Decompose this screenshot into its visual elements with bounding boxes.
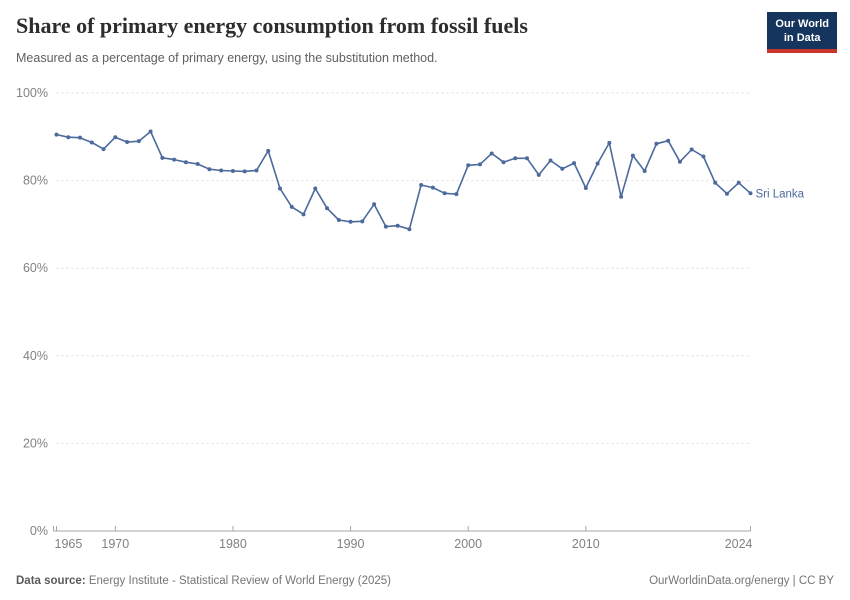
- data-point-1971[interactable]: [125, 140, 130, 145]
- data-point-1980[interactable]: [230, 168, 235, 173]
- x-tick-label-1965: 1965: [55, 537, 83, 551]
- data-point-1991[interactable]: [360, 219, 365, 224]
- owid-logo: Our World in Data: [767, 12, 837, 53]
- owid-logo-line2: in Data: [783, 32, 821, 45]
- owid-link[interactable]: OurWorldinData.org/energy | CC BY: [649, 575, 834, 587]
- y-tick-label-40: 40%: [23, 349, 48, 363]
- y-tick-label-80: 80%: [23, 174, 48, 188]
- data-point-1986[interactable]: [301, 212, 306, 217]
- y-tick-label-0: 0%: [30, 524, 48, 538]
- data-point-2014[interactable]: [630, 153, 635, 158]
- data-point-1974[interactable]: [160, 155, 165, 160]
- chart-subtitle: Measured as a percentage of primary ener…: [16, 51, 438, 65]
- data-point-2010[interactable]: [583, 186, 588, 191]
- data-point-2019[interactable]: [689, 147, 694, 152]
- x-tick-label-1970: 1970: [101, 537, 129, 551]
- data-point-2004[interactable]: [513, 156, 518, 161]
- data-point-1994[interactable]: [395, 223, 400, 228]
- data-point-1999[interactable]: [454, 192, 459, 197]
- data-point-1985[interactable]: [289, 204, 294, 209]
- data-source-note: Data source: Energy Institute - Statisti…: [16, 575, 391, 587]
- y-tick-label-60: 60%: [23, 261, 48, 275]
- data-point-1979[interactable]: [219, 168, 224, 173]
- data-point-1988[interactable]: [325, 206, 330, 211]
- data-point-1969[interactable]: [101, 147, 106, 152]
- data-point-1987[interactable]: [313, 186, 318, 191]
- data-source-text: Energy Institute - Statistical Review of…: [85, 575, 391, 587]
- data-point-1977[interactable]: [195, 161, 200, 166]
- data-point-2017[interactable]: [666, 138, 671, 143]
- data-point-1983[interactable]: [266, 148, 271, 153]
- data-point-2003[interactable]: [501, 160, 506, 165]
- data-point-1982[interactable]: [254, 168, 259, 173]
- data-point-1967[interactable]: [78, 135, 83, 140]
- x-tick-label-2010: 2010: [572, 537, 600, 551]
- data-point-2006[interactable]: [536, 172, 541, 177]
- series-label-sri-lanka[interactable]: Sri Lanka: [756, 188, 805, 200]
- data-point-2005[interactable]: [525, 156, 530, 161]
- x-tick-label-2000: 2000: [454, 537, 482, 551]
- data-point-1993[interactable]: [383, 224, 388, 229]
- data-point-1984[interactable]: [277, 186, 282, 191]
- data-point-2015[interactable]: [642, 168, 647, 173]
- data-point-1998[interactable]: [442, 191, 447, 196]
- data-point-1978[interactable]: [207, 167, 212, 172]
- data-point-1965[interactable]: [54, 132, 59, 137]
- owid-logo-line1: Our World: [775, 18, 829, 30]
- data-point-1989[interactable]: [336, 218, 341, 223]
- y-tick-label-100: 100%: [16, 86, 48, 100]
- data-point-1970[interactable]: [113, 135, 118, 140]
- data-point-1990[interactable]: [348, 219, 353, 224]
- data-point-2013[interactable]: [619, 194, 624, 199]
- data-point-2002[interactable]: [489, 151, 494, 156]
- data-point-1981[interactable]: [242, 169, 247, 174]
- data-point-2021[interactable]: [713, 180, 718, 185]
- data-point-1966[interactable]: [66, 135, 71, 140]
- data-point-1973[interactable]: [148, 129, 153, 134]
- data-point-1968[interactable]: [89, 140, 94, 145]
- data-point-1976[interactable]: [183, 160, 188, 165]
- data-point-1995[interactable]: [407, 227, 412, 232]
- data-point-2012[interactable]: [607, 140, 612, 145]
- data-point-2007[interactable]: [548, 158, 553, 163]
- data-point-2009[interactable]: [572, 161, 577, 166]
- data-point-2020[interactable]: [701, 154, 706, 159]
- x-tick-label-2024: 2024: [725, 537, 753, 551]
- data-point-2024[interactable]: [748, 191, 753, 196]
- y-tick-label-20: 20%: [23, 436, 48, 450]
- data-point-1992[interactable]: [372, 202, 377, 207]
- data-point-2022[interactable]: [724, 191, 729, 196]
- data-point-1997[interactable]: [430, 185, 435, 190]
- x-tick-label-1990: 1990: [337, 537, 365, 551]
- data-point-2001[interactable]: [477, 162, 482, 167]
- data-point-2008[interactable]: [560, 166, 565, 171]
- data-point-2016[interactable]: [654, 141, 659, 146]
- data-point-1975[interactable]: [172, 157, 177, 162]
- x-tick-label-1980: 1980: [219, 537, 247, 551]
- data-point-1972[interactable]: [136, 139, 141, 144]
- data-point-2000[interactable]: [466, 163, 471, 168]
- data-point-2023[interactable]: [736, 180, 741, 185]
- page-title: Share of primary energy consumption from…: [16, 13, 528, 38]
- data-point-2011[interactable]: [595, 161, 600, 166]
- data-point-1996[interactable]: [419, 182, 424, 187]
- data-source-label: Data source:: [16, 575, 86, 587]
- data-point-2018[interactable]: [677, 159, 682, 164]
